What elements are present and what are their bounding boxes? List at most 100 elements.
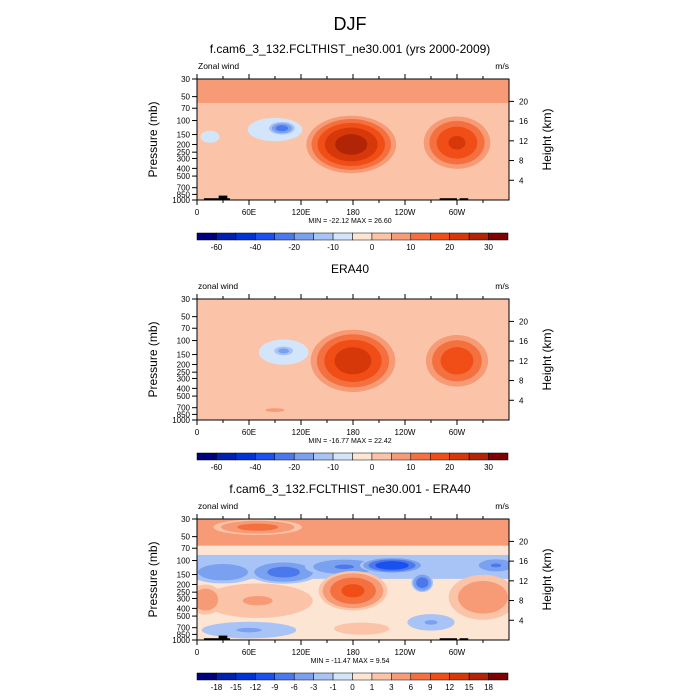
- topography: [439, 198, 457, 200]
- colorbar-box: [468, 672, 489, 681]
- x-tick-label: 60W: [449, 208, 466, 217]
- x-tick-label: 180: [346, 428, 360, 437]
- colorbar-box: [410, 672, 431, 681]
- y-tick-label: 700: [177, 184, 191, 193]
- contour-level: [416, 577, 429, 589]
- contour-level: [265, 408, 285, 412]
- x-tick-label: 120W: [395, 208, 416, 217]
- y-tick-label: 400: [177, 384, 191, 393]
- colorbar-box: [235, 232, 256, 241]
- colorbar-box: [430, 672, 450, 681]
- colorbar-label: 6: [409, 683, 414, 692]
- colorbar-box: [216, 232, 237, 241]
- y-right-axis-title: Height (km): [540, 548, 554, 610]
- contour-blob: [448, 574, 509, 620]
- colorbar-box: [235, 452, 256, 461]
- colorbar-box: [430, 232, 450, 241]
- y-tick-label: 150: [177, 131, 191, 140]
- x-tick-label: 60E: [242, 208, 256, 217]
- min-max-stats: MIN = -16.77 MAX = 22.42: [308, 438, 391, 445]
- colorbar-box: [332, 232, 353, 241]
- colorbar-label: -9: [271, 683, 279, 692]
- figure-title: DJF: [334, 14, 367, 34]
- y-axis-title: Pressure (mb): [146, 101, 160, 177]
- contour-blob: [407, 614, 455, 631]
- colorbar-label: 18: [484, 683, 493, 692]
- contour-level: [448, 135, 466, 150]
- colorbar-label: 9: [428, 683, 433, 692]
- colorbar-box: [332, 672, 353, 681]
- colorbar-box: [216, 452, 237, 461]
- y-tick-label: 700: [177, 624, 191, 633]
- panel-difference: f.cam6_3_132.FCLTHIST_ne30.001 - ERA40 zo…: [146, 482, 554, 692]
- colorbar-box: [293, 232, 314, 241]
- y-tick-label: 250: [177, 148, 191, 157]
- colorbar-label: -1: [330, 683, 338, 692]
- contour-blob: [306, 115, 397, 174]
- panel-era40: ERA40 zonal wind m/s 0 60E 120E 180 120W 60W 30 50…: [146, 262, 554, 472]
- colorbar-box: [352, 452, 373, 461]
- colorbar-label: 20: [445, 243, 454, 252]
- y-tick-label: 400: [177, 164, 191, 173]
- colorbar-box: [449, 232, 470, 241]
- y-tick-label: 500: [177, 392, 191, 401]
- contour-blob: [411, 573, 434, 593]
- y-axis-title: Pressure (mb): [146, 321, 160, 397]
- contour-blob: [266, 120, 298, 136]
- y-right-tick-label: 4: [519, 396, 524, 405]
- variable-label: zonal wind: [198, 281, 238, 291]
- x-tick-label: 60E: [242, 648, 256, 657]
- y-tick-label: 50: [181, 533, 190, 542]
- x-tick-label: 120W: [395, 428, 416, 437]
- colorbar-box: [488, 672, 509, 681]
- colorbar-box: [293, 672, 314, 681]
- contour-level: [458, 580, 508, 614]
- topography: [218, 635, 228, 640]
- y-tick-label: 150: [177, 351, 191, 360]
- y-tick-label: 70: [181, 544, 190, 553]
- y-right-tick-label: 4: [519, 616, 524, 625]
- contour-band: [197, 79, 509, 103]
- topography: [459, 638, 469, 640]
- colorbar-box: [352, 672, 373, 681]
- colorbar-label: -10: [327, 243, 339, 252]
- units-label: m/s: [495, 501, 509, 511]
- topography: [203, 198, 230, 200]
- contour-level: [341, 584, 365, 598]
- contour-level: [490, 563, 502, 568]
- min-max-stats: MIN = -22.12 MAX = 26.60: [308, 218, 391, 225]
- y-right-tick-label: 8: [519, 597, 524, 606]
- y-tick-label: 500: [177, 612, 191, 621]
- colorbar-box: [430, 452, 450, 461]
- contour-level: [335, 134, 368, 155]
- y-right-tick-label: 12: [519, 577, 528, 586]
- colorbar-box: [468, 452, 489, 461]
- contour-level: [198, 563, 248, 581]
- contour-blob: [423, 116, 491, 169]
- colorbar-label: -12: [250, 683, 262, 692]
- y-tick-label: 200: [177, 580, 191, 589]
- panel-model: f.cam6_3_132.FCLTHIST_ne30.001 (yrs 2000…: [146, 42, 554, 252]
- x-tick-label: 120E: [292, 648, 311, 657]
- contour-field: [197, 299, 509, 420]
- contour-blob: [201, 621, 297, 639]
- y-right-tick-label: 12: [519, 137, 528, 146]
- contour-level: [236, 627, 262, 633]
- colorbar-box: [391, 452, 412, 461]
- x-tick-label: 180: [346, 208, 360, 217]
- contour-level: [275, 125, 289, 132]
- colorbar-box: [255, 672, 275, 681]
- contour-blob: [310, 329, 396, 392]
- colorbar-box: [410, 232, 431, 241]
- colorbar-label: 30: [484, 463, 493, 472]
- colorbar-box: [488, 232, 509, 241]
- panel-title: f.cam6_3_132.FCLTHIST_ne30.001 (yrs 2000…: [210, 42, 491, 56]
- y-tick-label: 850: [177, 410, 191, 419]
- variable-label: zonal wind: [198, 501, 238, 511]
- y-right-tick-label: 8: [519, 157, 524, 166]
- x-tick-label: 0: [195, 648, 200, 657]
- y-tick-label: 1000: [172, 416, 190, 425]
- colorbar-box: [332, 452, 353, 461]
- y-tick-label: 100: [177, 557, 191, 566]
- colorbar-label: -60: [211, 243, 223, 252]
